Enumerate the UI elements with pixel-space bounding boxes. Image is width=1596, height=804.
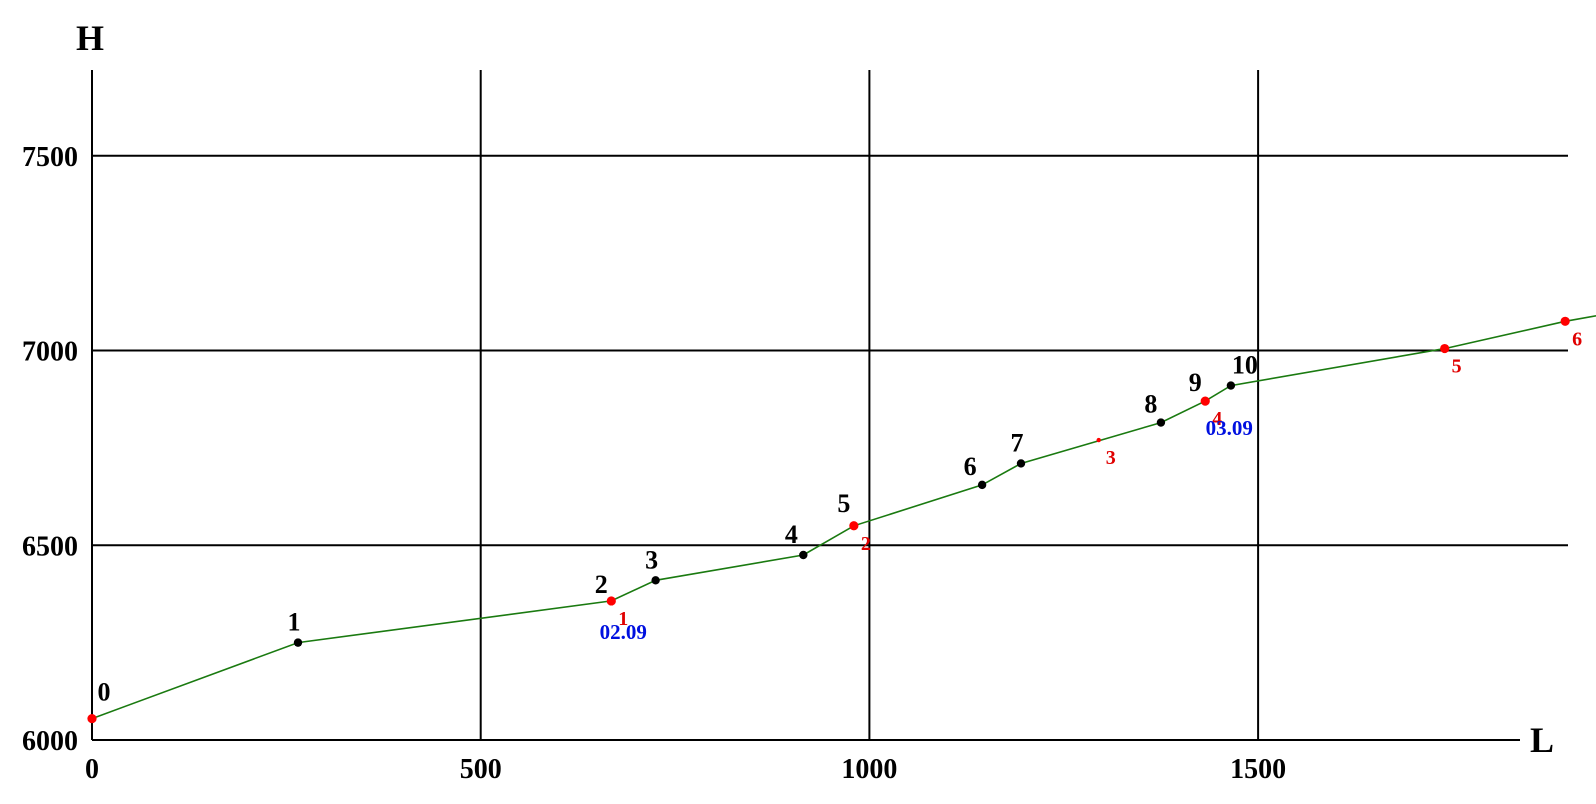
series-polyline [91, 315, 1596, 720]
date-label: 03.09 [1206, 416, 1253, 440]
red-point-label: 4 [1212, 408, 1222, 430]
black-point-label: 1 [288, 608, 301, 637]
chart-grid [92, 70, 1568, 740]
y-tick-label: 6000 [22, 726, 78, 757]
data-points [87, 316, 1570, 724]
red-point [1096, 437, 1101, 443]
black-point [799, 550, 808, 560]
red-point-label: 2 [861, 533, 871, 555]
red-point [1560, 316, 1570, 326]
chart-axes [91, 70, 1520, 741]
black-point-label: 9 [1189, 368, 1202, 397]
black-point-label: 0 [98, 678, 111, 707]
black-point-label: 4 [785, 520, 798, 549]
black-point-label: 8 [1144, 390, 1157, 419]
x-tick-label: 0 [85, 754, 99, 785]
y-tick-label: 7500 [22, 142, 78, 173]
black-point-label: 6 [964, 452, 977, 481]
y-axis-label: H [76, 18, 104, 58]
black-point [293, 638, 303, 647]
black-point [1156, 418, 1166, 427]
date-label: 02.09 [600, 620, 647, 644]
red-point [606, 596, 616, 606]
black-point-label: 10 [1232, 351, 1258, 380]
tick-labels: 0500100015002000250030003500600065007000… [22, 142, 1286, 785]
black-point-label: 5 [837, 489, 850, 518]
red-point-label: 6 [1572, 328, 1582, 350]
black-point [1016, 459, 1026, 468]
red-point [1200, 396, 1210, 406]
black-point-label: 2 [595, 570, 608, 599]
red-point [87, 713, 97, 724]
black-point-label: 3 [645, 545, 658, 574]
black-point [977, 480, 987, 490]
red-point-label: 5 [1452, 356, 1462, 378]
red-point-label: 3 [1106, 447, 1116, 469]
red-point [1440, 343, 1450, 354]
x-tick-label: 500 [460, 754, 502, 785]
black-point [651, 576, 660, 585]
y-tick-label: 6500 [22, 531, 78, 562]
black-point-label: 7 [1010, 428, 1023, 457]
red-point-label: 1 [618, 608, 628, 630]
y-tick-label: 7000 [22, 337, 78, 368]
series-line [91, 315, 1596, 720]
x-axis-label: L [1530, 720, 1554, 760]
black-point [1226, 381, 1236, 390]
point-labels: 012345678910111213141234567891002.0903.0… [98, 328, 1583, 707]
x-tick-label: 1500 [1230, 754, 1286, 785]
red-point [849, 521, 859, 531]
x-tick-label: 1000 [841, 754, 897, 785]
